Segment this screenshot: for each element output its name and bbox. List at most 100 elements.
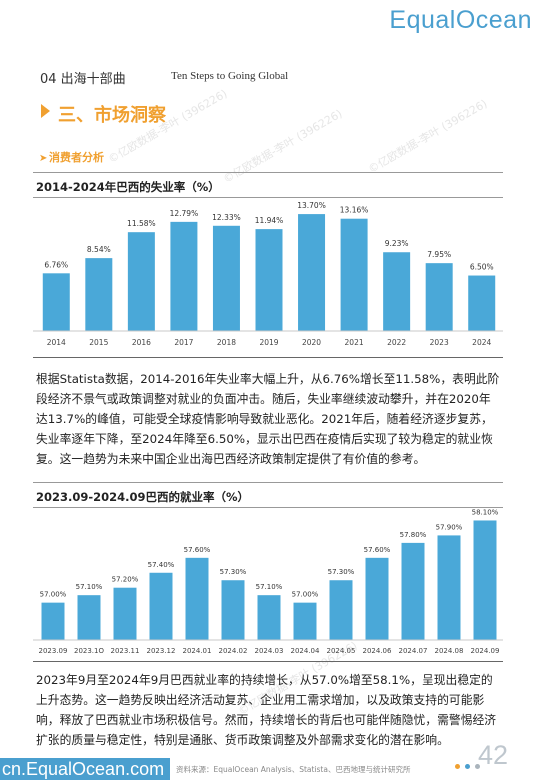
- data-label: 57.30%: [220, 568, 247, 576]
- chart1-bottom-rule: [33, 357, 503, 358]
- bar-2024.02: [221, 580, 245, 640]
- data-label: 57.80%: [400, 531, 427, 539]
- chart2-title-rule: [33, 507, 503, 508]
- data-label: 11.94%: [255, 216, 284, 225]
- unemployment-chart: 6.76% 2014 8.54% 2015 11.58% 2016 12.79% 2017 12…: [33, 201, 503, 347]
- footer-dots: [455, 754, 485, 773]
- section-arrow-icon: [41, 104, 50, 118]
- bar-2017: [170, 221, 198, 331]
- chart1-top-rule: [33, 172, 503, 173]
- subsection-chevron-icon: ➤: [39, 153, 48, 164]
- chart2-title: 2023.09-2024.09巴西的就业率（%）: [36, 490, 250, 504]
- footer-site-link[interactable]: cn.EqualOcean.com: [0, 758, 170, 780]
- bar-2023.1O: [77, 595, 101, 640]
- x-tick-label: 2023.12: [147, 647, 176, 655]
- watermark: ©亿欧数据-李叶 (396226): [221, 107, 345, 186]
- bar-2020: [298, 214, 326, 331]
- data-label: 57.60%: [364, 546, 391, 554]
- bar-2024.04: [293, 602, 317, 640]
- bar-2024.01: [185, 557, 209, 640]
- bar-2024.03: [257, 595, 281, 640]
- watermark: ©亿欧数据-李叶 (396226): [366, 97, 490, 176]
- x-tick-label: 2022: [387, 338, 406, 347]
- data-label: 9.23%: [385, 239, 409, 248]
- data-label: 13.70%: [297, 201, 326, 210]
- data-label: 6.76%: [44, 260, 68, 269]
- x-tick-label: 2018: [217, 338, 236, 347]
- bar-2015: [85, 258, 113, 331]
- x-tick-label: 2021: [345, 338, 364, 347]
- bar-2024.07: [401, 542, 425, 640]
- x-tick-label: 2023.11: [111, 647, 140, 655]
- data-label: 57.40%: [148, 561, 175, 569]
- bar-2021: [340, 218, 368, 331]
- bar-2024.05: [329, 580, 353, 640]
- x-tick-label: 2020: [302, 338, 321, 347]
- page-number: 42: [478, 740, 509, 770]
- x-tick-label: 2024.05: [327, 647, 356, 655]
- data-label: 58.10%: [472, 508, 499, 516]
- x-tick-label: 2024.07: [399, 647, 428, 655]
- x-tick-label: 2016: [132, 338, 151, 347]
- bar-2018: [212, 225, 240, 331]
- data-label: 13.16%: [340, 206, 369, 215]
- subsection-title: 消费者分析: [49, 151, 104, 164]
- x-tick-label: 2015: [89, 338, 108, 347]
- data-label: 12.33%: [212, 213, 241, 222]
- chart2-bottom-rule: [33, 661, 503, 662]
- bar-2024.06: [365, 557, 389, 640]
- data-label: 57.10%: [76, 583, 103, 591]
- data-label: 6.50%: [470, 263, 494, 272]
- x-tick-label: 2024: [472, 338, 491, 347]
- bar-2023.11: [113, 587, 137, 640]
- chart1-title: 2014-2024年巴西的失业率（%）: [36, 180, 220, 194]
- section-title: 三、市场洞察: [58, 105, 166, 126]
- chapter-label: 04 出海十部曲: [40, 72, 126, 87]
- dot-blue: [465, 764, 470, 769]
- equalocean-logo: EqualOcean: [389, 6, 532, 34]
- bar-2023.12: [149, 572, 173, 640]
- data-label: 57.10%: [256, 583, 283, 591]
- bar-2024.09: [473, 520, 497, 640]
- paragraph-unemployment: 根据Statista数据，2014-2016年失业率大幅上升，从6.76%增长至…: [36, 372, 500, 466]
- bar-2024.08: [437, 535, 461, 640]
- bar-2023.09: [41, 602, 65, 640]
- bar-2023: [425, 263, 453, 331]
- employment-chart: 57.00% 2023.09 57.10% 2023.1O 57.20% 2023.11 5…: [33, 508, 503, 655]
- chapter-english: Ten Steps to Going Global: [171, 70, 289, 82]
- bar-2014: [42, 273, 70, 331]
- chart2-top-rule: [33, 482, 503, 483]
- dot-grey: [475, 764, 480, 769]
- paragraph-employment: 2023年9月至2024年9月巴西就业率的持续增长，从57.0%增至58.1%，…: [36, 673, 497, 747]
- footer-source: 资料来源：EqualOcean Analysis、Statista、巴西地理与统…: [176, 765, 411, 774]
- x-tick-label: 2024.09: [471, 647, 500, 655]
- data-label: 57.00%: [40, 591, 67, 599]
- x-tick-label: 2024.06: [363, 647, 392, 655]
- data-label: 57.90%: [436, 523, 463, 531]
- dot-orange: [455, 764, 460, 769]
- chart1-title-rule: [33, 197, 503, 198]
- data-label: 8.54%: [87, 245, 111, 254]
- data-label: 11.58%: [127, 219, 156, 228]
- x-tick-label: 2023.1O: [74, 647, 104, 655]
- x-tick-label: 2019: [259, 338, 278, 347]
- x-tick-label: 2023: [430, 338, 449, 347]
- x-tick-label: 2024.02: [219, 647, 248, 655]
- bar-2022: [383, 252, 411, 331]
- x-tick-label: 2017: [174, 338, 193, 347]
- data-label: 57.60%: [184, 546, 211, 554]
- bar-2016: [127, 232, 155, 331]
- x-tick-label: 2024.03: [255, 647, 284, 655]
- x-tick-label: 2024.08: [435, 647, 464, 655]
- data-label: 57.20%: [112, 576, 139, 584]
- data-label: 7.95%: [427, 250, 451, 259]
- data-label: 57.30%: [328, 568, 355, 576]
- bar-2019: [255, 229, 283, 331]
- bar-2024: [468, 275, 496, 331]
- data-label: 57.00%: [292, 591, 319, 599]
- data-label: 12.79%: [170, 209, 199, 218]
- x-tick-label: 2023.09: [39, 647, 68, 655]
- x-tick-label: 2024.01: [183, 647, 212, 655]
- x-tick-label: 2024.04: [291, 647, 320, 655]
- x-tick-label: 2014: [47, 338, 66, 347]
